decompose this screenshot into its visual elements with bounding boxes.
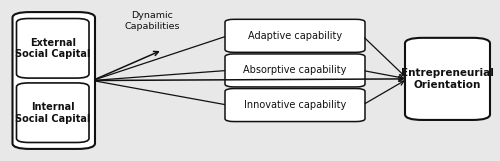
FancyBboxPatch shape — [16, 19, 89, 78]
Text: Dynamic
Capabilities: Dynamic Capabilities — [125, 11, 180, 31]
Text: Entrepreneurial
Orientation: Entrepreneurial Orientation — [401, 68, 494, 90]
FancyBboxPatch shape — [16, 83, 89, 142]
Text: Adaptive capability: Adaptive capability — [248, 31, 342, 41]
Text: External
Social Capital: External Social Capital — [15, 38, 90, 59]
Text: Absorptive capability: Absorptive capability — [244, 65, 346, 76]
FancyBboxPatch shape — [225, 54, 365, 87]
Text: Innovative capability: Innovative capability — [244, 100, 346, 110]
FancyBboxPatch shape — [225, 19, 365, 52]
FancyBboxPatch shape — [225, 89, 365, 122]
Text: Internal
Social Capital: Internal Social Capital — [15, 102, 90, 123]
FancyBboxPatch shape — [405, 38, 490, 120]
FancyBboxPatch shape — [12, 12, 95, 149]
